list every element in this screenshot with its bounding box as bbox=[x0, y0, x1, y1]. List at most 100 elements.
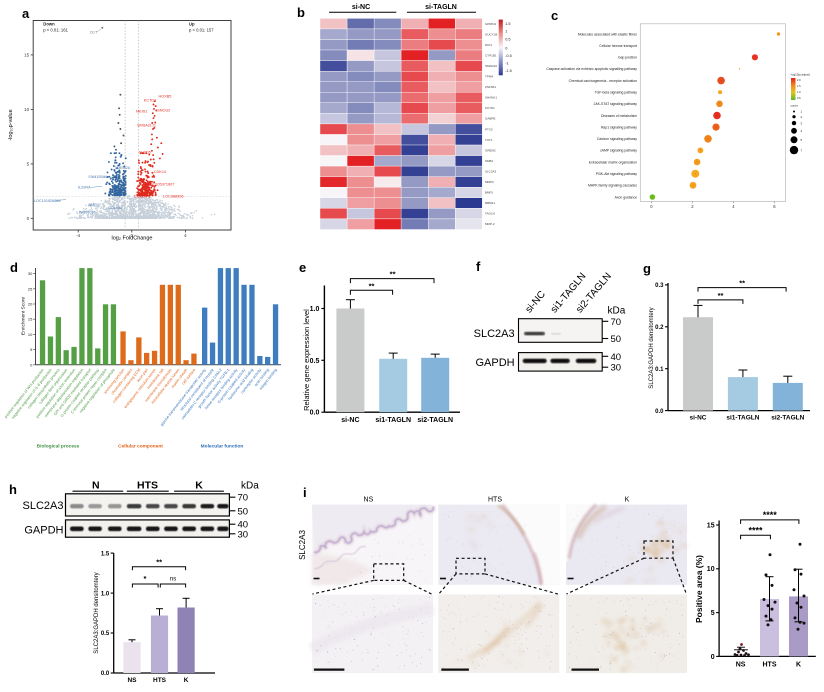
svg-text:NS: NS bbox=[736, 662, 746, 669]
svg-text:LOC388906: LOC388906 bbox=[163, 195, 183, 199]
svg-text:1.5: 1.5 bbox=[101, 551, 110, 557]
svg-text:NS: NS bbox=[127, 677, 137, 684]
svg-text:SMB1: SMB1 bbox=[485, 159, 494, 163]
svg-text:-log10(p.adjust): -log10(p.adjust) bbox=[791, 73, 811, 77]
svg-text:g: g bbox=[643, 261, 651, 276]
svg-text:25: 25 bbox=[28, 286, 33, 291]
svg-text:KCTD1: KCTD1 bbox=[144, 99, 156, 103]
svg-text:MMP-2: MMP-2 bbox=[485, 222, 495, 226]
svg-text:si2-TAGLN: si2-TAGLN bbox=[771, 415, 804, 422]
svg-text:a: a bbox=[22, 6, 30, 21]
svg-text:0.5: 0.5 bbox=[310, 358, 320, 365]
svg-text:HOXB5: HOXB5 bbox=[159, 95, 172, 99]
svg-text:****: **** bbox=[748, 526, 763, 536]
svg-text:JAK-STAT signaling pathway: JAK-STAT signaling pathway bbox=[594, 102, 638, 106]
svg-text:5: 5 bbox=[801, 138, 803, 142]
svg-text:si1-TAGLN: si1-TAGLN bbox=[726, 415, 759, 422]
svg-text:0.5: 0.5 bbox=[101, 631, 110, 637]
svg-text:SMAD10: SMAD10 bbox=[485, 64, 497, 68]
svg-text:FAM155A1: FAM155A1 bbox=[89, 175, 108, 179]
svg-text:5: 5 bbox=[711, 610, 715, 617]
svg-text:50: 50 bbox=[611, 334, 622, 345]
svg-text:0: 0 bbox=[711, 654, 715, 661]
svg-text:**: ** bbox=[718, 291, 724, 300]
svg-text:Molecules associated with elas: Molecules associated with elastic fibres bbox=[578, 32, 637, 36]
svg-text:Gap junction: Gap junction bbox=[618, 56, 637, 60]
svg-text:BMP4: BMP4 bbox=[89, 203, 99, 207]
svg-text:MEIS1: MEIS1 bbox=[136, 110, 147, 114]
svg-text:Cellular component: Cellular component bbox=[118, 444, 163, 450]
svg-text:*: * bbox=[144, 574, 147, 583]
svg-text:1: 1 bbox=[801, 110, 803, 114]
svg-text:si-NC: si-NC bbox=[690, 415, 707, 422]
svg-text:0.5: 0.5 bbox=[797, 96, 801, 100]
svg-text:CYP1B1: CYP1B1 bbox=[485, 53, 497, 57]
svg-text:30: 30 bbox=[238, 529, 249, 540]
svg-text:4: 4 bbox=[184, 233, 187, 238]
svg-text:SLC2A3: SLC2A3 bbox=[485, 170, 497, 174]
svg-text:0: 0 bbox=[27, 216, 30, 221]
svg-text:Calcium signaling pathway: Calcium signaling pathway bbox=[597, 137, 637, 141]
svg-text:2.0: 2.0 bbox=[797, 78, 801, 82]
svg-text:MMP3: MMP3 bbox=[485, 180, 494, 184]
svg-text:GUCY1B: GUCY1B bbox=[485, 32, 497, 36]
svg-text:d: d bbox=[10, 260, 18, 275]
svg-text:Extracellular matrix organizat: Extracellular matrix organization bbox=[589, 160, 637, 164]
svg-text:0: 0 bbox=[505, 46, 507, 50]
svg-text:LINC01091: LINC01091 bbox=[77, 211, 96, 215]
svg-text:Relative gene expression level: Relative gene expression level bbox=[302, 309, 311, 411]
svg-text:2: 2 bbox=[801, 115, 803, 119]
svg-text:LOC101926884: LOC101926884 bbox=[34, 199, 61, 203]
svg-text:p < 0.01: 161: p < 0.01: 161 bbox=[43, 27, 68, 32]
svg-text:DDT: DDT bbox=[90, 31, 98, 35]
svg-text:TPM4: TPM4 bbox=[485, 75, 493, 79]
svg-text:kDa: kDa bbox=[608, 306, 626, 317]
svg-text:Rap1 signaling pathway: Rap1 signaling pathway bbox=[601, 125, 637, 129]
svg-text:10: 10 bbox=[707, 566, 715, 573]
svg-text:ns: ns bbox=[170, 577, 176, 583]
svg-text:log₂ FoldChange: log₂ FoldChange bbox=[112, 236, 153, 242]
svg-text:50: 50 bbox=[238, 506, 249, 517]
svg-text:Enrichment Score: Enrichment Score bbox=[21, 297, 27, 335]
svg-text:TAGLN: TAGLN bbox=[485, 212, 495, 216]
svg-text:SNCG2: SNCG2 bbox=[157, 109, 170, 113]
svg-text:e: e bbox=[299, 260, 306, 275]
svg-text:LOC105371607: LOC105371607 bbox=[148, 183, 175, 187]
svg-text:5: 5 bbox=[30, 347, 33, 352]
svg-text:0.0: 0.0 bbox=[101, 671, 110, 677]
svg-text:TUT1: TUT1 bbox=[485, 138, 493, 142]
svg-text:30: 30 bbox=[28, 271, 33, 276]
svg-text:1.0: 1.0 bbox=[101, 591, 110, 597]
svg-text:BMP1: BMP1 bbox=[485, 191, 494, 195]
svg-text:Caspase activation via extrins: Caspase activation via extrinsic apoptot… bbox=[546, 67, 637, 71]
svg-text:DIO1: DIO1 bbox=[485, 43, 492, 47]
svg-text:70: 70 bbox=[611, 317, 622, 328]
svg-text:15: 15 bbox=[24, 53, 30, 58]
svg-text:TGF-beta signaling pathway: TGF-beta signaling pathway bbox=[595, 91, 638, 95]
svg-text:SLC2A3: SLC2A3 bbox=[474, 328, 515, 340]
svg-text:Diseases of metabolism: Diseases of metabolism bbox=[601, 114, 637, 118]
svg-text:6: 6 bbox=[773, 204, 776, 209]
svg-text:Down: Down bbox=[43, 22, 55, 27]
svg-text:kDa: kDa bbox=[241, 481, 259, 492]
svg-text:KCTD1: KCTD1 bbox=[485, 106, 495, 110]
svg-text:Axon guidance: Axon guidance bbox=[615, 195, 638, 199]
svg-text:7: 7 bbox=[801, 148, 803, 152]
svg-text:Chemical carcinogenesis - rece: Chemical carcinogenesis - receptor activ… bbox=[569, 79, 638, 83]
svg-text:c: c bbox=[551, 8, 558, 23]
svg-text:GAPDH: GAPDH bbox=[475, 357, 514, 369]
svg-text:Cellular hexose transport: Cellular hexose transport bbox=[599, 44, 637, 48]
svg-text:40: 40 bbox=[238, 520, 249, 531]
svg-text:0: 0 bbox=[650, 204, 653, 209]
svg-text:10: 10 bbox=[28, 332, 33, 337]
svg-text:SMSA2L11: SMSA2L11 bbox=[137, 123, 156, 127]
svg-text:h: h bbox=[9, 482, 17, 497]
svg-text:cAMP signaling pathway: cAMP signaling pathway bbox=[600, 149, 637, 153]
svg-text:0.0: 0.0 bbox=[310, 410, 320, 417]
svg-text:Positive area (%): Positive area (%) bbox=[694, 555, 704, 623]
svg-text:20: 20 bbox=[28, 302, 33, 307]
svg-text:GABRE: GABRE bbox=[485, 117, 496, 121]
svg-text:40: 40 bbox=[611, 352, 622, 363]
svg-text:SLC2A3:GAPDH densitomtery: SLC2A3:GAPDH densitomtery bbox=[94, 572, 100, 653]
svg-text:ZNF664: ZNF664 bbox=[485, 85, 496, 89]
